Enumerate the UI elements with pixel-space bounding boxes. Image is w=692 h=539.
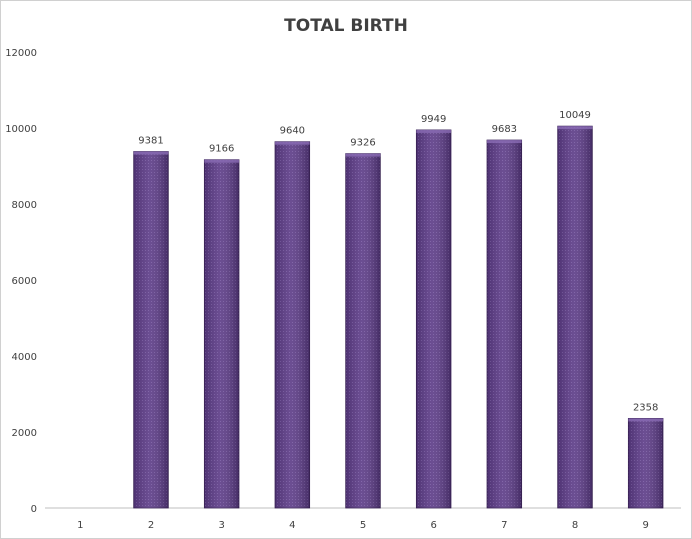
data-label: 10049 [559, 110, 591, 121]
x-tick-label: 1 [77, 520, 83, 531]
bar-top-bevel [345, 153, 381, 157]
x-tick-label: 6 [430, 520, 436, 531]
chart-title: TOTAL BIRTH [284, 16, 408, 36]
x-tick-label: 9 [642, 520, 648, 531]
x-axis: 1 2 3 4 5 6 7 8 9 [77, 520, 649, 531]
y-tick-label: 6000 [12, 276, 37, 287]
bar-3 [203, 159, 240, 509]
data-label: 9640 [280, 126, 305, 137]
bar-shading [487, 140, 522, 508]
bar-shading [628, 418, 663, 508]
data-label: 9166 [209, 144, 234, 155]
bar-2 [133, 151, 169, 509]
bar-top-bevel [204, 159, 239, 163]
bar-top-bevel [275, 141, 310, 145]
y-tick-label: 10000 [5, 124, 37, 135]
data-labels: 9381 9166 9640 9326 9949 9683 10049 2358 [138, 110, 658, 413]
data-label: 9949 [421, 114, 446, 125]
y-axis: 0 2000 4000 6000 8000 10000 12000 [5, 48, 37, 515]
bar-shading [204, 159, 239, 508]
y-tick-label: 4000 [12, 352, 37, 363]
bar-top-bevel [557, 126, 593, 130]
data-label: 2358 [633, 402, 658, 413]
y-tick-label: 12000 [5, 48, 37, 59]
bar-8 [557, 125, 593, 509]
bar-shading [416, 129, 451, 509]
x-tick-label: 5 [360, 520, 366, 531]
bar-7 [486, 139, 523, 509]
bar-top-bevel [628, 418, 663, 422]
x-tick-label: 2 [148, 520, 154, 531]
bar-shading [557, 126, 593, 508]
bar-6 [415, 129, 452, 509]
bar-4 [274, 141, 311, 509]
data-label: 9326 [350, 138, 375, 149]
x-tick-label: 3 [218, 520, 224, 531]
x-tick-label: 7 [501, 520, 507, 531]
y-tick-label: 0 [31, 504, 37, 515]
bar-shading [275, 141, 310, 508]
bar-shading [345, 153, 381, 508]
bar-shading [133, 151, 169, 508]
bars [133, 125, 664, 509]
x-tick-label: 8 [572, 520, 578, 531]
y-tick-label: 2000 [12, 428, 37, 439]
bar-9 [627, 417, 664, 509]
bar-top-bevel [133, 151, 169, 155]
x-tick-label: 4 [289, 520, 295, 531]
bar-5 [345, 153, 381, 509]
bar-top-bevel [487, 140, 522, 144]
bar-top-bevel [416, 129, 451, 133]
data-label: 9683 [492, 124, 517, 135]
data-label: 9381 [138, 136, 163, 147]
y-tick-label: 8000 [12, 200, 37, 211]
